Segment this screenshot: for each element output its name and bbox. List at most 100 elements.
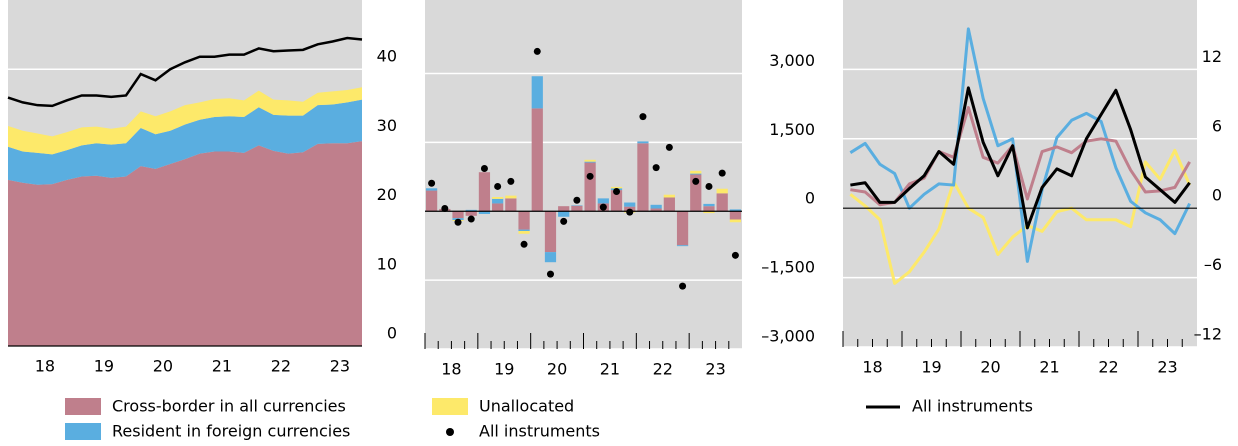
bar xyxy=(716,193,728,212)
bar xyxy=(558,206,570,212)
line xyxy=(850,106,1191,207)
dot xyxy=(454,218,462,226)
bar xyxy=(492,203,504,212)
legend-label: Unallocated xyxy=(479,397,574,416)
x-tick-label: 23 xyxy=(1157,358,1177,377)
dot xyxy=(560,217,568,225)
dot xyxy=(613,187,621,195)
y-tick-label: 3,000 xyxy=(769,51,815,70)
bar xyxy=(518,229,530,231)
x-tick-label: 23 xyxy=(705,360,725,379)
bar xyxy=(425,190,438,212)
dot xyxy=(692,177,700,185)
y-tick-label: –12 xyxy=(1194,325,1222,344)
y-tick-label: 40 xyxy=(377,47,397,66)
dot xyxy=(480,165,488,173)
bar xyxy=(676,245,689,247)
bar xyxy=(531,108,543,212)
area xyxy=(8,87,362,155)
bar xyxy=(676,211,689,246)
dot xyxy=(586,172,594,180)
panel: 0 10 20 30 40 18 19 20 21 22 23 xyxy=(7,0,397,376)
x-tick-label: 22 xyxy=(1098,358,1118,377)
dot xyxy=(533,47,541,55)
y-tick-label: 30 xyxy=(377,116,397,135)
bar xyxy=(584,159,596,162)
legend: Cross-border in all currencies Resident … xyxy=(65,397,1033,441)
dot xyxy=(705,182,713,190)
bar xyxy=(703,206,715,212)
y-tick-label: 6 xyxy=(1212,116,1222,135)
y-tick-label: –6 xyxy=(1204,255,1222,274)
legend-dot xyxy=(446,428,454,436)
bar xyxy=(558,211,570,217)
bar xyxy=(492,198,504,204)
bar xyxy=(505,198,517,212)
dot xyxy=(639,113,647,121)
x-tick-label: 18 xyxy=(35,357,55,376)
line xyxy=(850,86,1191,230)
area xyxy=(8,141,362,346)
panel: –12 –6 0 6 12 18 19 20 21 22 23 xyxy=(842,0,1222,377)
legend-swatch xyxy=(65,423,101,440)
bar xyxy=(425,188,438,191)
dot xyxy=(665,143,673,151)
x-tick-label: 19 xyxy=(494,360,514,379)
dot xyxy=(599,203,607,211)
y-tick-label: 12 xyxy=(1202,47,1222,66)
y-tick-label: 1,500 xyxy=(769,120,815,139)
y-tick-label: 10 xyxy=(377,254,397,273)
bar xyxy=(518,211,530,230)
bar xyxy=(531,76,543,109)
bar xyxy=(703,203,715,207)
bar xyxy=(663,197,675,212)
x-tick-label: 23 xyxy=(330,357,350,376)
x-tick-label: 19 xyxy=(921,358,941,377)
legend-label: Cross-border in all currencies xyxy=(112,397,346,416)
legend-label: All instruments xyxy=(479,422,600,441)
bar xyxy=(597,198,609,204)
panel: –3,000 –1,500 0 1,500 3,000 18 19 20 21 22 23 xyxy=(424,0,815,379)
dot xyxy=(494,182,502,190)
bar xyxy=(465,211,477,216)
y-tick-label: 0 xyxy=(805,189,815,208)
y-tick-label: –3,000 xyxy=(761,327,815,346)
plot-background xyxy=(425,0,742,349)
x-tick-label: 21 xyxy=(212,357,232,376)
dot xyxy=(652,164,660,172)
x-tick-label: 22 xyxy=(653,360,673,379)
bar xyxy=(571,205,583,212)
bar xyxy=(610,190,623,212)
line xyxy=(849,148,1192,285)
bar xyxy=(492,197,504,199)
legend-label: All instruments xyxy=(912,397,1033,416)
legend-swatch xyxy=(432,398,468,415)
x-tick-label: 20 xyxy=(153,357,173,376)
dot xyxy=(428,179,436,187)
dot xyxy=(546,270,554,278)
y-tick-label: 20 xyxy=(377,185,397,204)
bar xyxy=(544,252,557,263)
legend-label: Resident in foreign currencies xyxy=(112,422,350,441)
bar xyxy=(729,219,742,223)
bar xyxy=(584,161,596,163)
bar xyxy=(544,211,557,253)
x-tick-label: 21 xyxy=(1039,358,1059,377)
bar xyxy=(663,194,675,198)
y-tick-label: 0 xyxy=(1212,186,1222,205)
dot xyxy=(573,196,581,204)
bar xyxy=(690,173,702,175)
y-tick-label: 0 xyxy=(387,324,397,343)
bar xyxy=(650,208,662,212)
bar xyxy=(505,195,517,199)
dot xyxy=(441,204,449,212)
dot xyxy=(507,177,515,185)
dot xyxy=(626,208,634,216)
dot xyxy=(467,215,475,223)
y-tick-label: –1,500 xyxy=(761,258,815,277)
bar xyxy=(729,211,742,220)
x-tick-label: 20 xyxy=(980,358,1000,377)
x-tick-label: 19 xyxy=(94,357,114,376)
x-tick-label: 21 xyxy=(600,360,620,379)
